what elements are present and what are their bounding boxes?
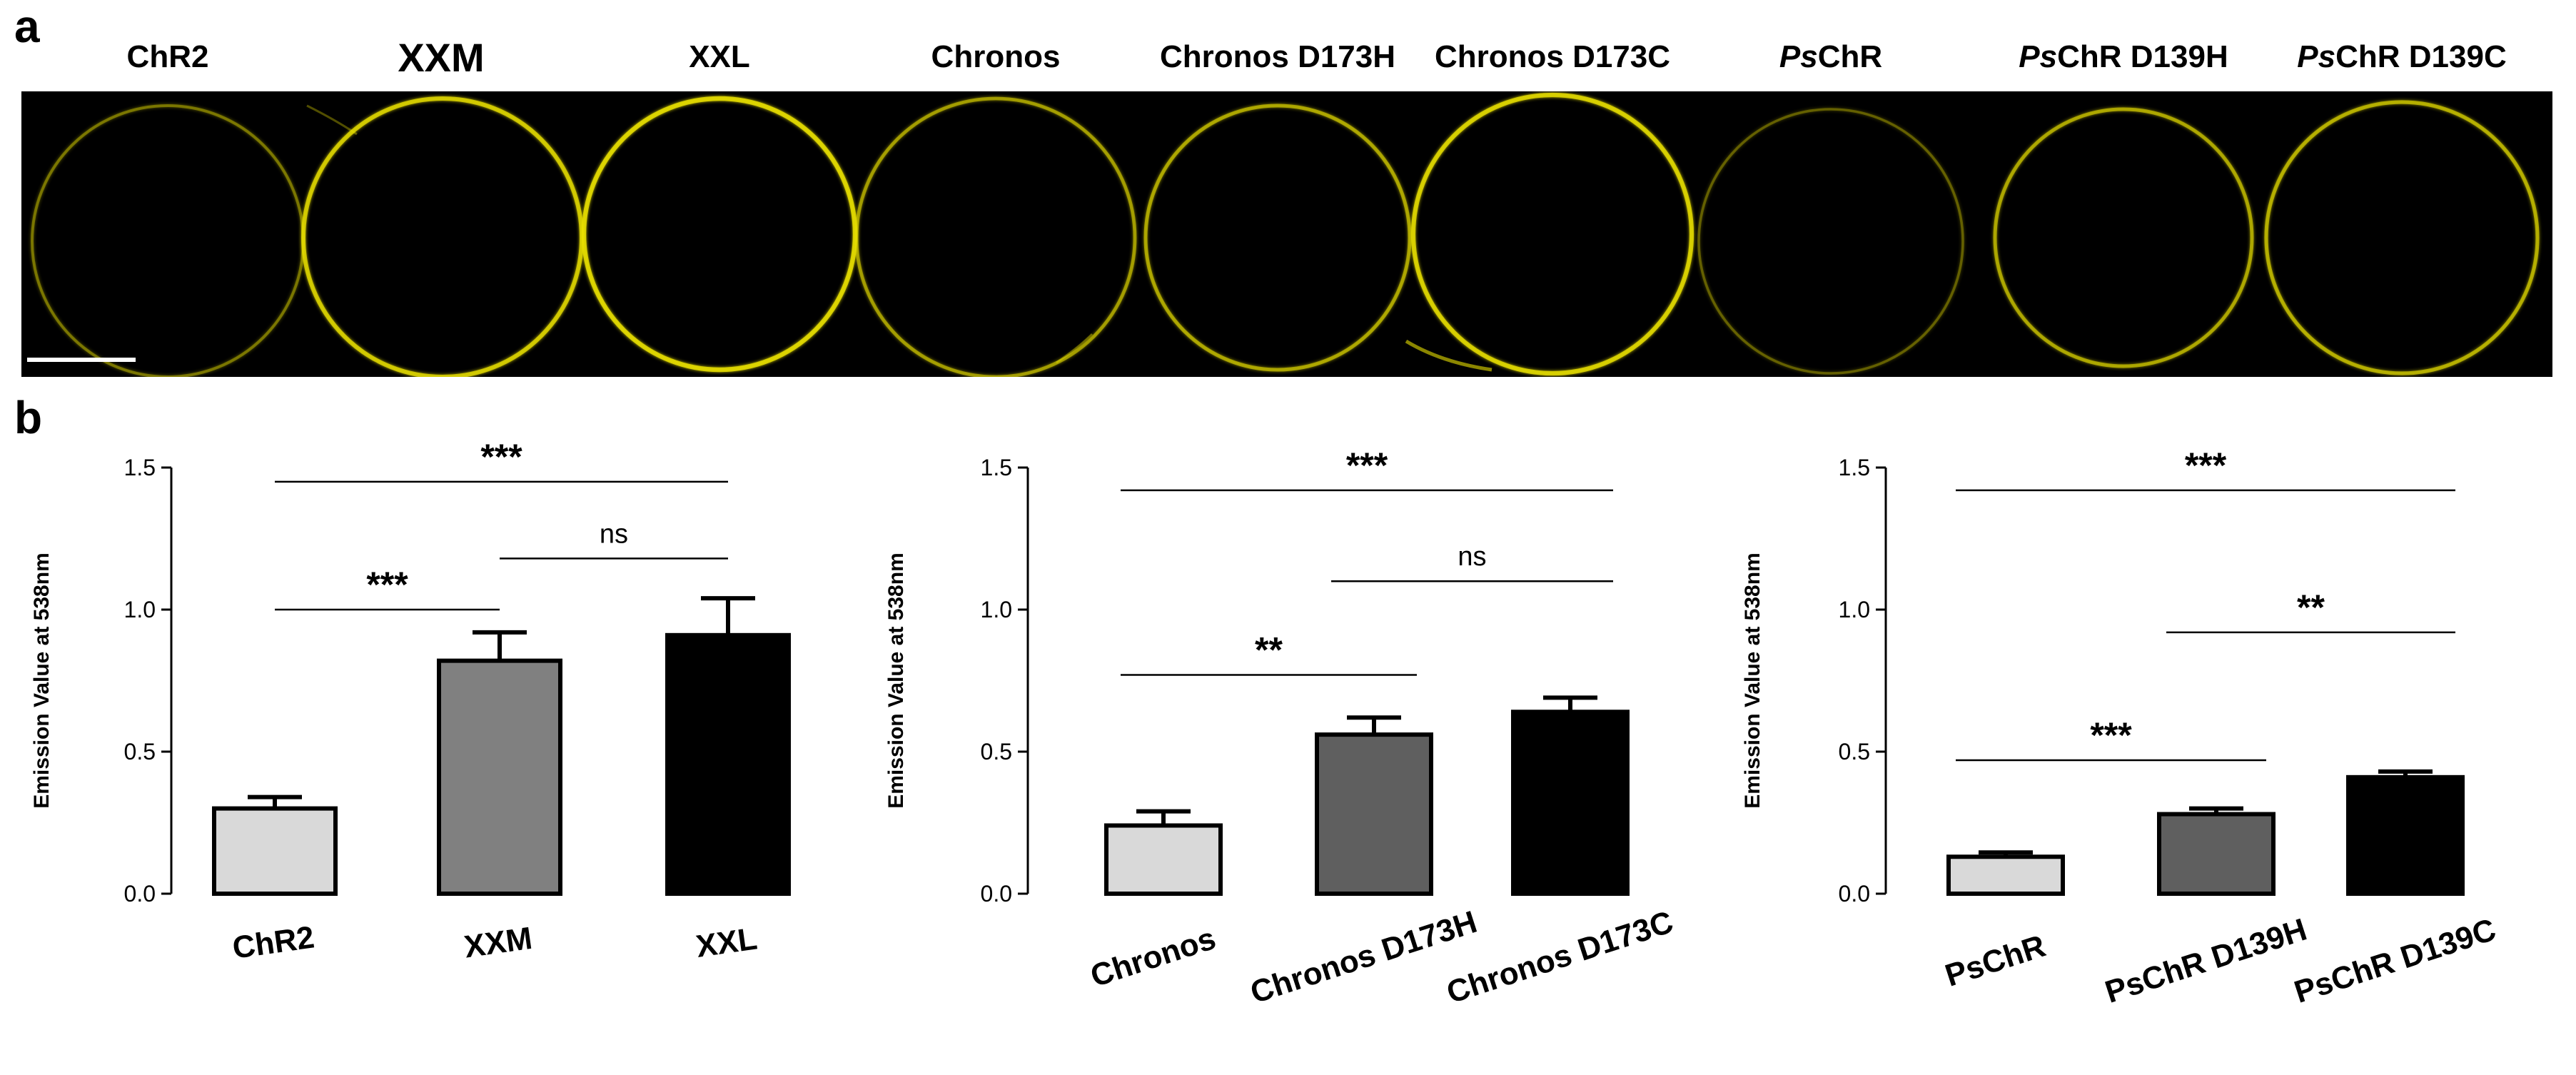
significance-label: *** [366, 565, 408, 605]
bar [1315, 732, 1433, 896]
y-tick-label: 1.5 [981, 455, 1012, 480]
y-tick-label: 1.0 [981, 597, 1012, 622]
micrograph-label: XXL [689, 39, 750, 74]
micrograph-label: PsChR D139C [2297, 39, 2507, 74]
bar [1946, 854, 2065, 897]
y-tick-label: 1.5 [124, 455, 156, 480]
y-tick-label: 0.0 [124, 881, 156, 907]
micrograph-label: PsChR [1779, 39, 1883, 74]
y-tick-label: 0.5 [981, 739, 1012, 764]
cell-fragment [306, 104, 358, 136]
x-tick-label: PsChR D139H [2101, 912, 2310, 1010]
micrograph-label: XXM [398, 35, 485, 80]
bar [1511, 710, 1630, 896]
y-axis-label: Emission Value at 538nm [30, 552, 54, 809]
cell-fragment [1405, 339, 1492, 372]
panel-b-letter: b [14, 392, 43, 443]
scale-bar [27, 358, 136, 362]
bar-chart-chr2: 0.0 0.5 1.0 1.5 Emission Value at 538nm ChR2 X… [30, 437, 791, 966]
x-tick-label: XXL [694, 921, 759, 964]
significance-label: ** [1255, 630, 1283, 670]
x-tick-label: Chronos D173C [1443, 904, 1677, 1011]
micrograph-label: ChR2 [126, 39, 209, 74]
y-tick-label: 1.5 [1839, 455, 1870, 480]
y-tick-label: 0.0 [981, 881, 1012, 907]
significance-label: ns [600, 519, 628, 549]
cell-ring [854, 96, 1137, 377]
y-tick-label: 1.0 [124, 597, 156, 622]
bar [437, 658, 562, 896]
y-tick-label: 1.0 [1839, 597, 1870, 622]
y-tick-label: 0.5 [1839, 739, 1870, 764]
significance-label: *** [2090, 715, 2132, 755]
x-tick-label: ChR2 [231, 919, 317, 966]
bar [665, 632, 791, 896]
bar-chart-chronos: 0.0 0.5 1.0 1.5 Emission Value at 538nm Chron… [884, 445, 1677, 1011]
x-tick-label: Chronos [1086, 921, 1220, 994]
cell-ring [1993, 107, 2254, 368]
y-axis-label: Emission Value at 538nm [884, 552, 908, 809]
cell-ring [1697, 108, 1964, 375]
x-tick-label: XXM [462, 921, 534, 965]
bar-chart-pschr: 0.0 0.5 1.0 1.5 Emission Value at 538nm PsChR… [1741, 445, 2500, 1010]
y-tick-label: 0.5 [124, 739, 156, 764]
cell-fragment [1056, 333, 1093, 364]
micrograph-label: PsChR D139H [2019, 39, 2228, 74]
significance-label: ns [1458, 542, 1486, 572]
micrograph-label: Chronos D173H [1159, 39, 1396, 74]
significance-label: *** [2185, 445, 2227, 485]
bar [2157, 812, 2276, 896]
cell-ring [1410, 92, 1694, 376]
y-axis-label: Emission Value at 538nm [1741, 552, 1764, 809]
bar [1104, 823, 1223, 896]
y-tick-label: 0.0 [1839, 881, 1870, 907]
cell-ring [1143, 104, 1412, 372]
x-tick-label: Chronos D173H [1246, 904, 1481, 1011]
significance-label: ** [2297, 587, 2325, 627]
micrograph-image [21, 91, 2552, 377]
x-tick-label: PsChR [1941, 929, 2049, 994]
micrograph-background [21, 91, 2552, 377]
panel-a-letter: a [14, 1, 40, 52]
bar [2346, 774, 2465, 896]
significance-label: *** [1346, 445, 1388, 485]
micrograph-label: Chronos D173C [1434, 39, 1671, 74]
cell-ring [2264, 100, 2540, 375]
micrograph-label: Chronos [931, 39, 1061, 74]
x-tick-label: PsChR D139C [2290, 912, 2500, 1010]
bar [212, 806, 338, 896]
significance-label: *** [480, 437, 522, 477]
